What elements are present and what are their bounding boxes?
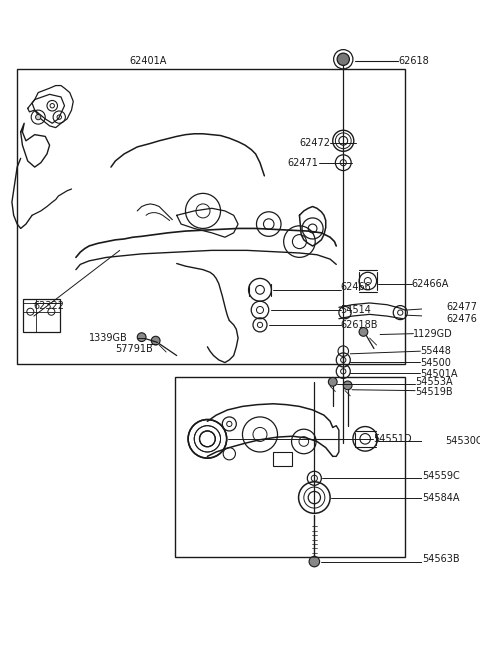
Circle shape [151, 336, 160, 345]
Text: 1339GB: 1339GB [89, 333, 128, 343]
Text: 54553A: 54553A [415, 377, 453, 387]
Text: 62466: 62466 [341, 282, 372, 292]
Text: 54519B: 54519B [415, 388, 453, 397]
Circle shape [343, 381, 352, 389]
Bar [24, 299, 60, 332]
Circle shape [137, 333, 146, 341]
Text: 54501A: 54501A [420, 369, 458, 379]
Circle shape [328, 378, 337, 386]
Text: 62466A: 62466A [412, 279, 449, 288]
Bar [273, 452, 292, 466]
Bar [17, 69, 405, 364]
Text: 54559C: 54559C [422, 470, 460, 481]
Text: 55448: 55448 [420, 346, 451, 356]
Circle shape [36, 115, 41, 120]
Circle shape [337, 53, 349, 65]
Text: 62401A: 62401A [129, 56, 167, 66]
Text: 1129GD: 1129GD [413, 329, 453, 339]
Circle shape [309, 556, 320, 567]
Text: 62471: 62471 [288, 157, 319, 168]
Text: 54530C: 54530C [445, 437, 480, 446]
Text: 62472: 62472 [299, 137, 330, 148]
Text: 62477: 62477 [447, 303, 478, 312]
Text: 54500: 54500 [420, 358, 451, 367]
Text: 54514: 54514 [341, 305, 372, 315]
Text: 62618: 62618 [398, 56, 429, 66]
Text: 62322: 62322 [33, 301, 64, 310]
Text: 62476: 62476 [447, 314, 478, 324]
Text: 54584A: 54584A [422, 492, 460, 503]
Text: 54563B: 54563B [422, 554, 460, 564]
Text: 62618B: 62618B [341, 320, 378, 330]
Text: 54551D: 54551D [373, 434, 412, 444]
Bar [175, 378, 405, 557]
Text: 57791B: 57791B [115, 343, 153, 354]
Circle shape [359, 327, 368, 336]
